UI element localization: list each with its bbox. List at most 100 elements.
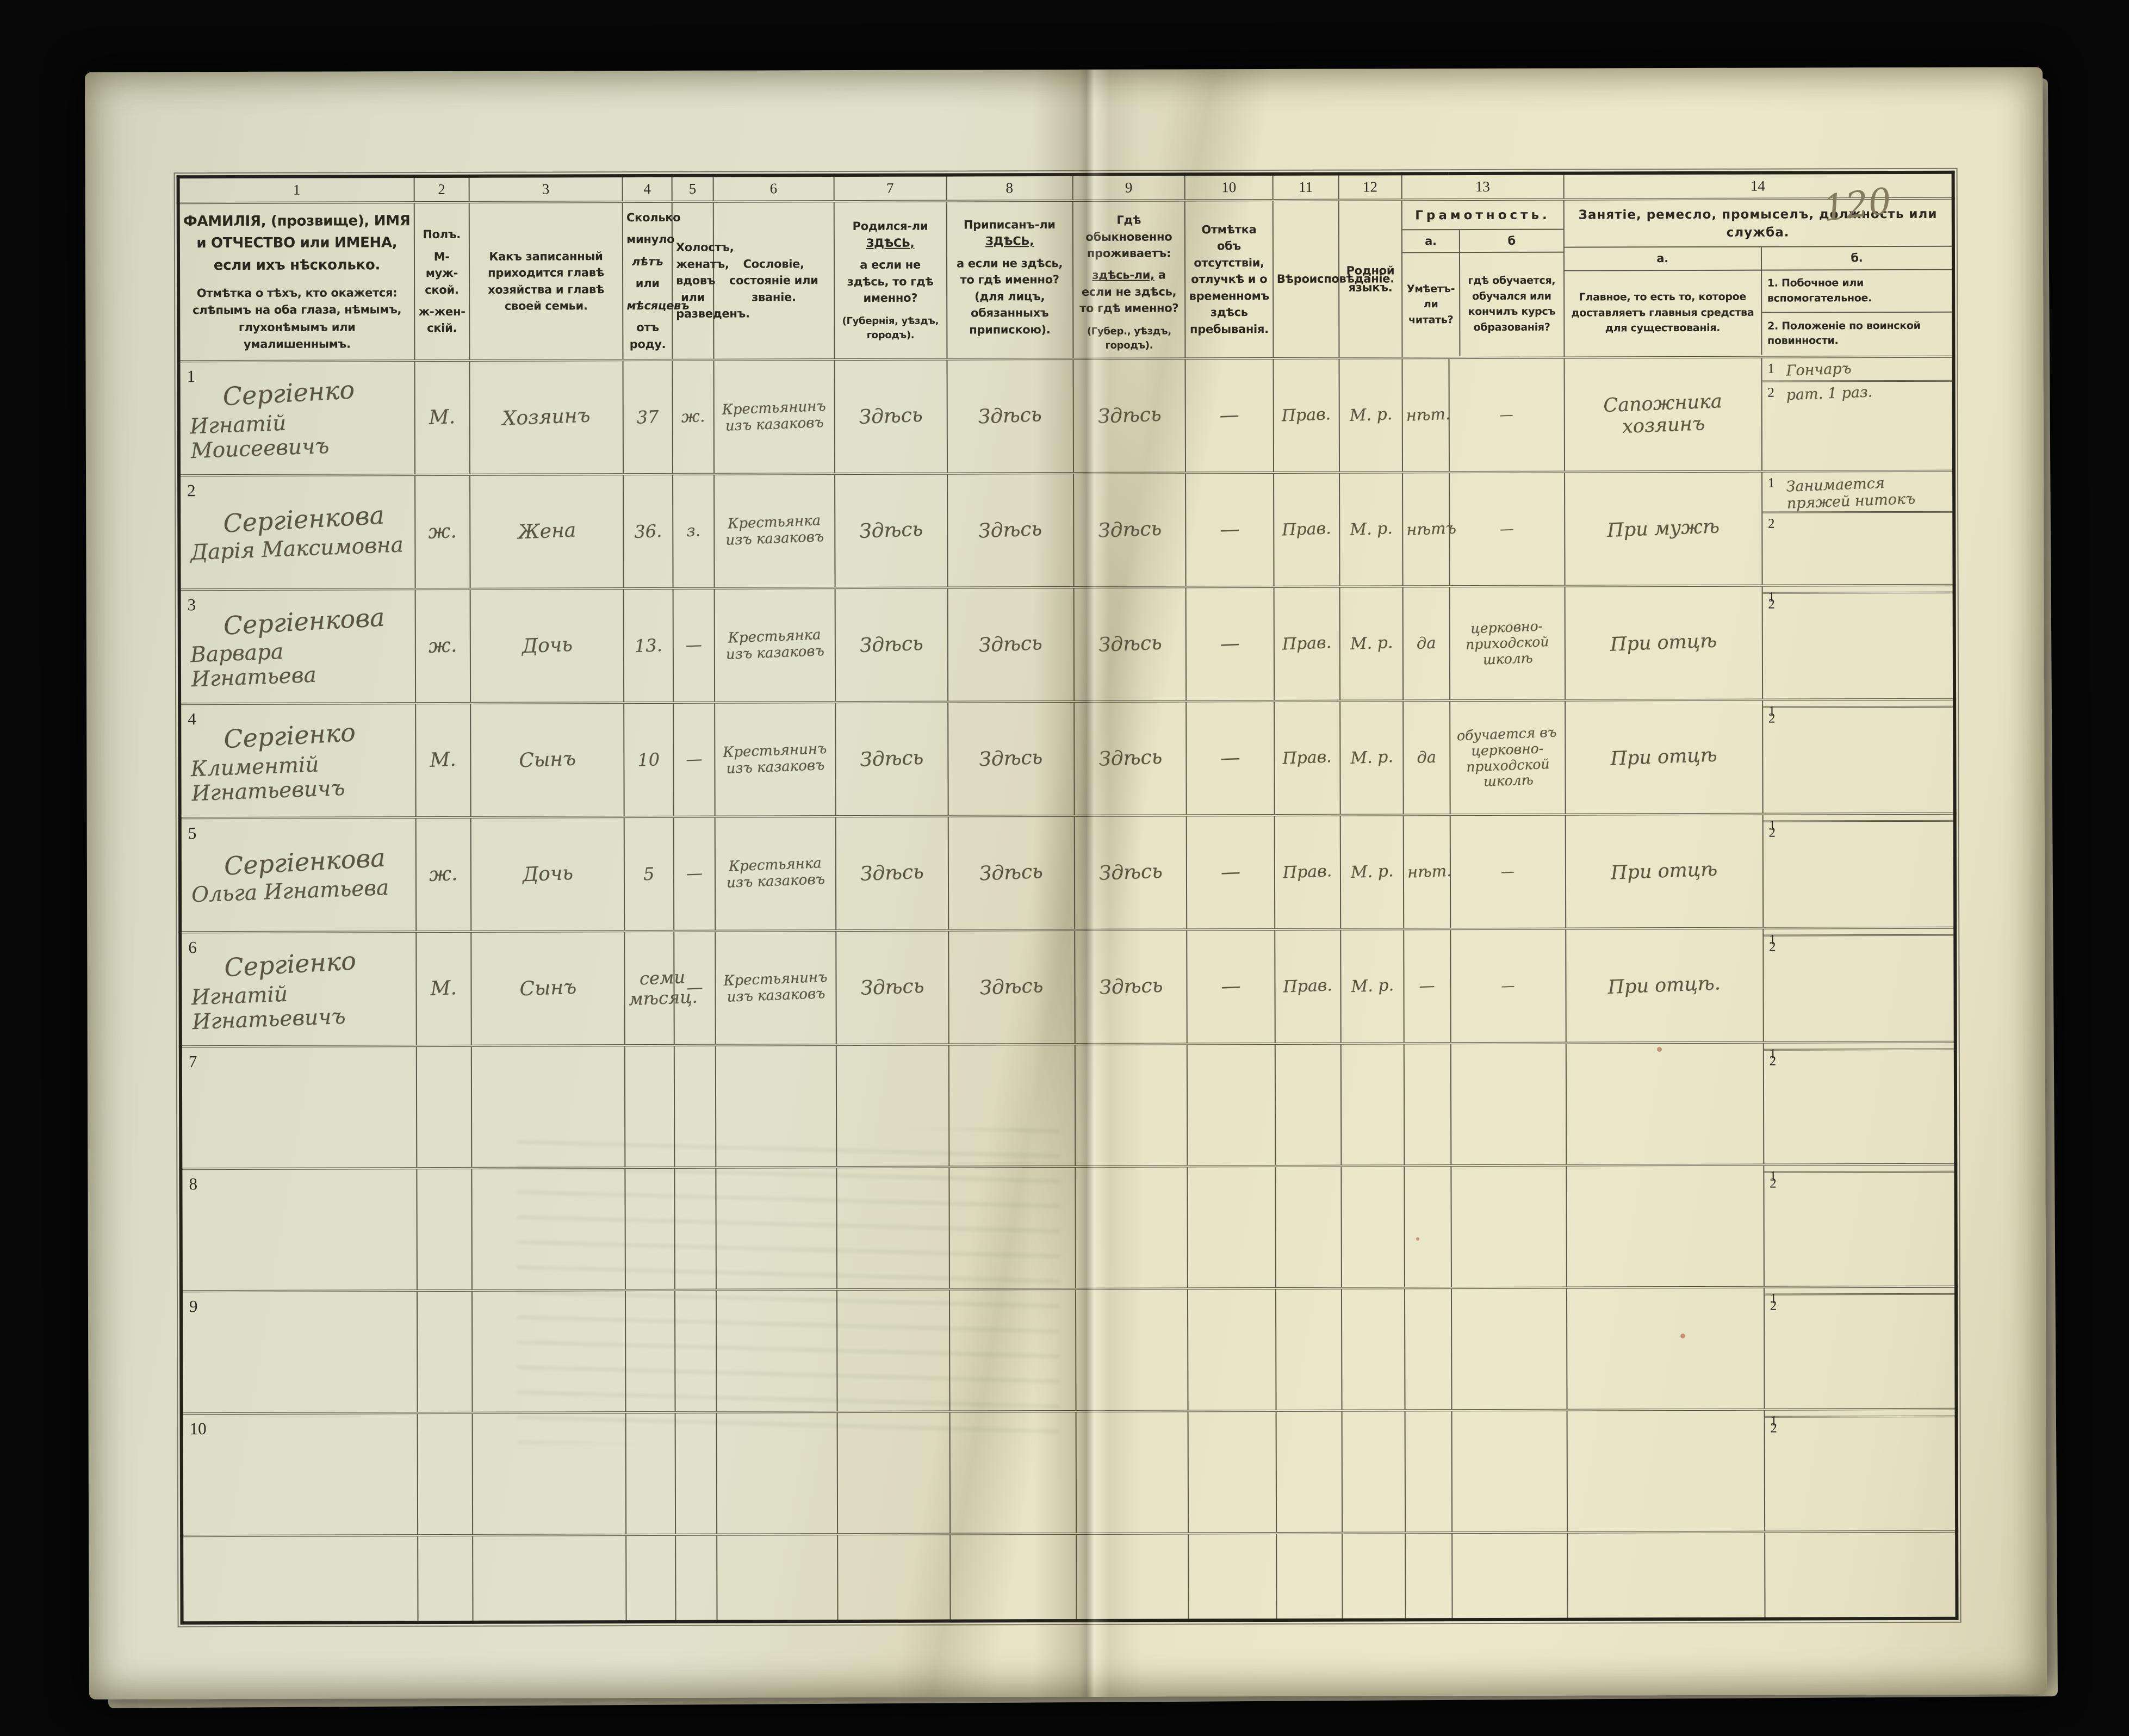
language-handwriting: М. р.: [1350, 861, 1394, 882]
given-name-handwriting: Варвара Игнатьева: [190, 639, 317, 692]
military-status-box: 2: [1762, 591, 1953, 612]
col-number: 12: [1338, 173, 1402, 200]
cell-literacy-school: [1450, 1043, 1566, 1166]
cell-absence-note: [1187, 1166, 1276, 1289]
residence-handwriting: Здѣсь: [1097, 631, 1162, 657]
language-handwriting: М. р.: [1349, 633, 1393, 654]
row-number: 7: [188, 1052, 197, 1071]
header-age-1: Сколько: [626, 210, 681, 225]
given-name-handwriting: Дарія Максимовна: [190, 532, 404, 566]
cell-religion: Прав.: [1273, 358, 1339, 473]
header-occupation-a-question: Главное, то есть то, которое доставляетъ…: [1571, 291, 1754, 334]
cell-literacy-reads: [1405, 1410, 1452, 1533]
cell-age: 5: [624, 816, 674, 932]
row-number: 6: [188, 938, 197, 957]
cell-marital: з.: [673, 474, 715, 588]
military-status-box: 2: [1762, 511, 1953, 531]
header-absence-column: Отмѣтка объ отсутствіи, отлучкѣ и о врем…: [1185, 200, 1274, 359]
cell-absence-note: [1187, 1044, 1276, 1167]
cell-absence-note: —: [1185, 473, 1274, 587]
language-handwriting: М. р.: [1349, 518, 1393, 540]
cell-name: [182, 1535, 418, 1623]
occupation-side-box: 1 Гончаръ: [1762, 358, 1952, 381]
cell-relation: Жена: [469, 474, 624, 589]
cell-occupation-main: При отцѣ: [1565, 699, 1763, 815]
row-number: 9: [189, 1297, 198, 1316]
cell-residence: [1075, 1288, 1188, 1412]
col-number: 3: [469, 176, 623, 202]
cell-language: [1342, 1533, 1406, 1620]
cell-literacy-school: [1451, 1532, 1568, 1620]
registered-handwriting: Здѣсь: [979, 860, 1044, 885]
census-sheet-paper: 1 2 3 4 5 6 7 8 9 10 11 12 13 14: [85, 67, 2047, 1700]
residence-handwriting: Здѣсь: [1097, 403, 1162, 429]
table-row: 10 1 2: [181, 1409, 1957, 1536]
age-handwriting: 37: [636, 406, 660, 428]
cell-occupation-main: [1566, 1164, 1764, 1288]
sub-label-1: 1: [1767, 361, 1774, 376]
cell-absence-note: [1188, 1288, 1276, 1411]
cell-language: М. р.: [1340, 815, 1404, 929]
table-row: 6 Сергіенко Игнатій Игнатьевичъ М. Сынъ …: [180, 927, 1956, 1047]
occupation-side-box: 1 Занимается пряжей нитокъ: [1762, 472, 1952, 512]
sex-handwriting: ж.: [427, 520, 457, 544]
cell-occupation-secondary: 1 2: [1764, 1286, 1957, 1410]
col-number: 10: [1184, 173, 1273, 201]
cell-religion: [1275, 1165, 1342, 1289]
cell-relation: [472, 1535, 626, 1622]
cell-occupation-secondary: 1 2: [1762, 585, 1955, 700]
registered-handwriting: Здѣсь: [978, 632, 1043, 657]
cell-occupation-secondary: 1 2: [1764, 1164, 1956, 1287]
col-number: 1: [178, 176, 414, 203]
cell-religion: [1275, 1043, 1342, 1167]
row-number: 4: [188, 709, 196, 729]
cell-sex: ж.: [415, 817, 471, 932]
school-handwriting: обучается въ церковно-приходской школѣ: [1456, 724, 1557, 790]
religion-handwriting: Прав.: [1282, 747, 1332, 768]
cell-age: 13.: [623, 588, 674, 703]
cell-occupation-secondary: 1 2: [1764, 1409, 1957, 1532]
cell-occupation-secondary: 1 2: [1762, 813, 1956, 928]
cell-language: М. р.: [1340, 929, 1404, 1044]
occupation-main-handwriting: При мужѣ: [1606, 516, 1720, 542]
col-number: 8: [946, 174, 1073, 201]
cell-estate: [716, 1534, 838, 1622]
cell-occupation-secondary: 1 Занимается пряжей нитокъ 2: [1761, 470, 1954, 586]
occupation-main-handwriting: При отцѣ: [1610, 630, 1717, 656]
relation-handwriting: Дочь: [522, 862, 574, 886]
cell-age: семи мѣсяц.: [624, 931, 698, 1046]
col-number: 4: [622, 175, 672, 202]
born-handwriting: Здѣсь: [859, 861, 924, 886]
cell-relation: Дочь: [470, 817, 625, 932]
religion-handwriting: Прав.: [1283, 975, 1333, 997]
given-name-handwriting: Ольга Игнатьева: [191, 876, 390, 908]
header-sex-male: М-муж-ской.: [425, 250, 459, 296]
registered-handwriting: Здѣсь: [978, 404, 1042, 429]
header-occupation-b-label: б.: [1761, 246, 1952, 271]
header-estate-column: Сословіе, состояніе или званіе.: [713, 201, 835, 360]
cell-name: 4 Сергіенко Климентій Игнатьевичъ: [179, 703, 416, 819]
header-born-emph: ЗДѢСЬ,: [866, 236, 915, 250]
residence-handwriting: Здѣсь: [1097, 517, 1162, 543]
cell-born-here: Здѣсь: [834, 473, 948, 588]
cell-residence: [1075, 1166, 1188, 1289]
cell-marital: —: [673, 588, 715, 703]
cell-language: М. р.: [1339, 700, 1404, 815]
col-number: 2: [414, 176, 469, 203]
header-age-6: отъ роду.: [629, 321, 666, 351]
paper-speck: [1416, 1237, 1419, 1241]
cell-registered-here: [949, 1534, 1077, 1621]
relation-handwriting: Сынъ: [518, 747, 576, 772]
estate-handwriting: Крестьянка изъ казаковъ: [725, 512, 824, 549]
header-born-note: (Губернія, уѣздъ, городъ).: [842, 315, 939, 341]
column-headers-row: ФАМИЛІЯ, (прозвище), ИМЯ и ОТЧЕСТВО или …: [178, 198, 1954, 362]
relation-handwriting: Хозяинъ: [502, 404, 591, 430]
cell-absence-note: —: [1185, 358, 1274, 473]
residence-handwriting: Здѣсь: [1098, 974, 1163, 1000]
cell-occupation-main: При отцѣ.: [1565, 928, 1764, 1043]
cell-age: 10: [624, 702, 674, 817]
header-born-pre: Родился-ли: [852, 220, 928, 233]
absence-handwriting: —: [1220, 632, 1240, 656]
cell-occupation-main: [1567, 1532, 1765, 1620]
